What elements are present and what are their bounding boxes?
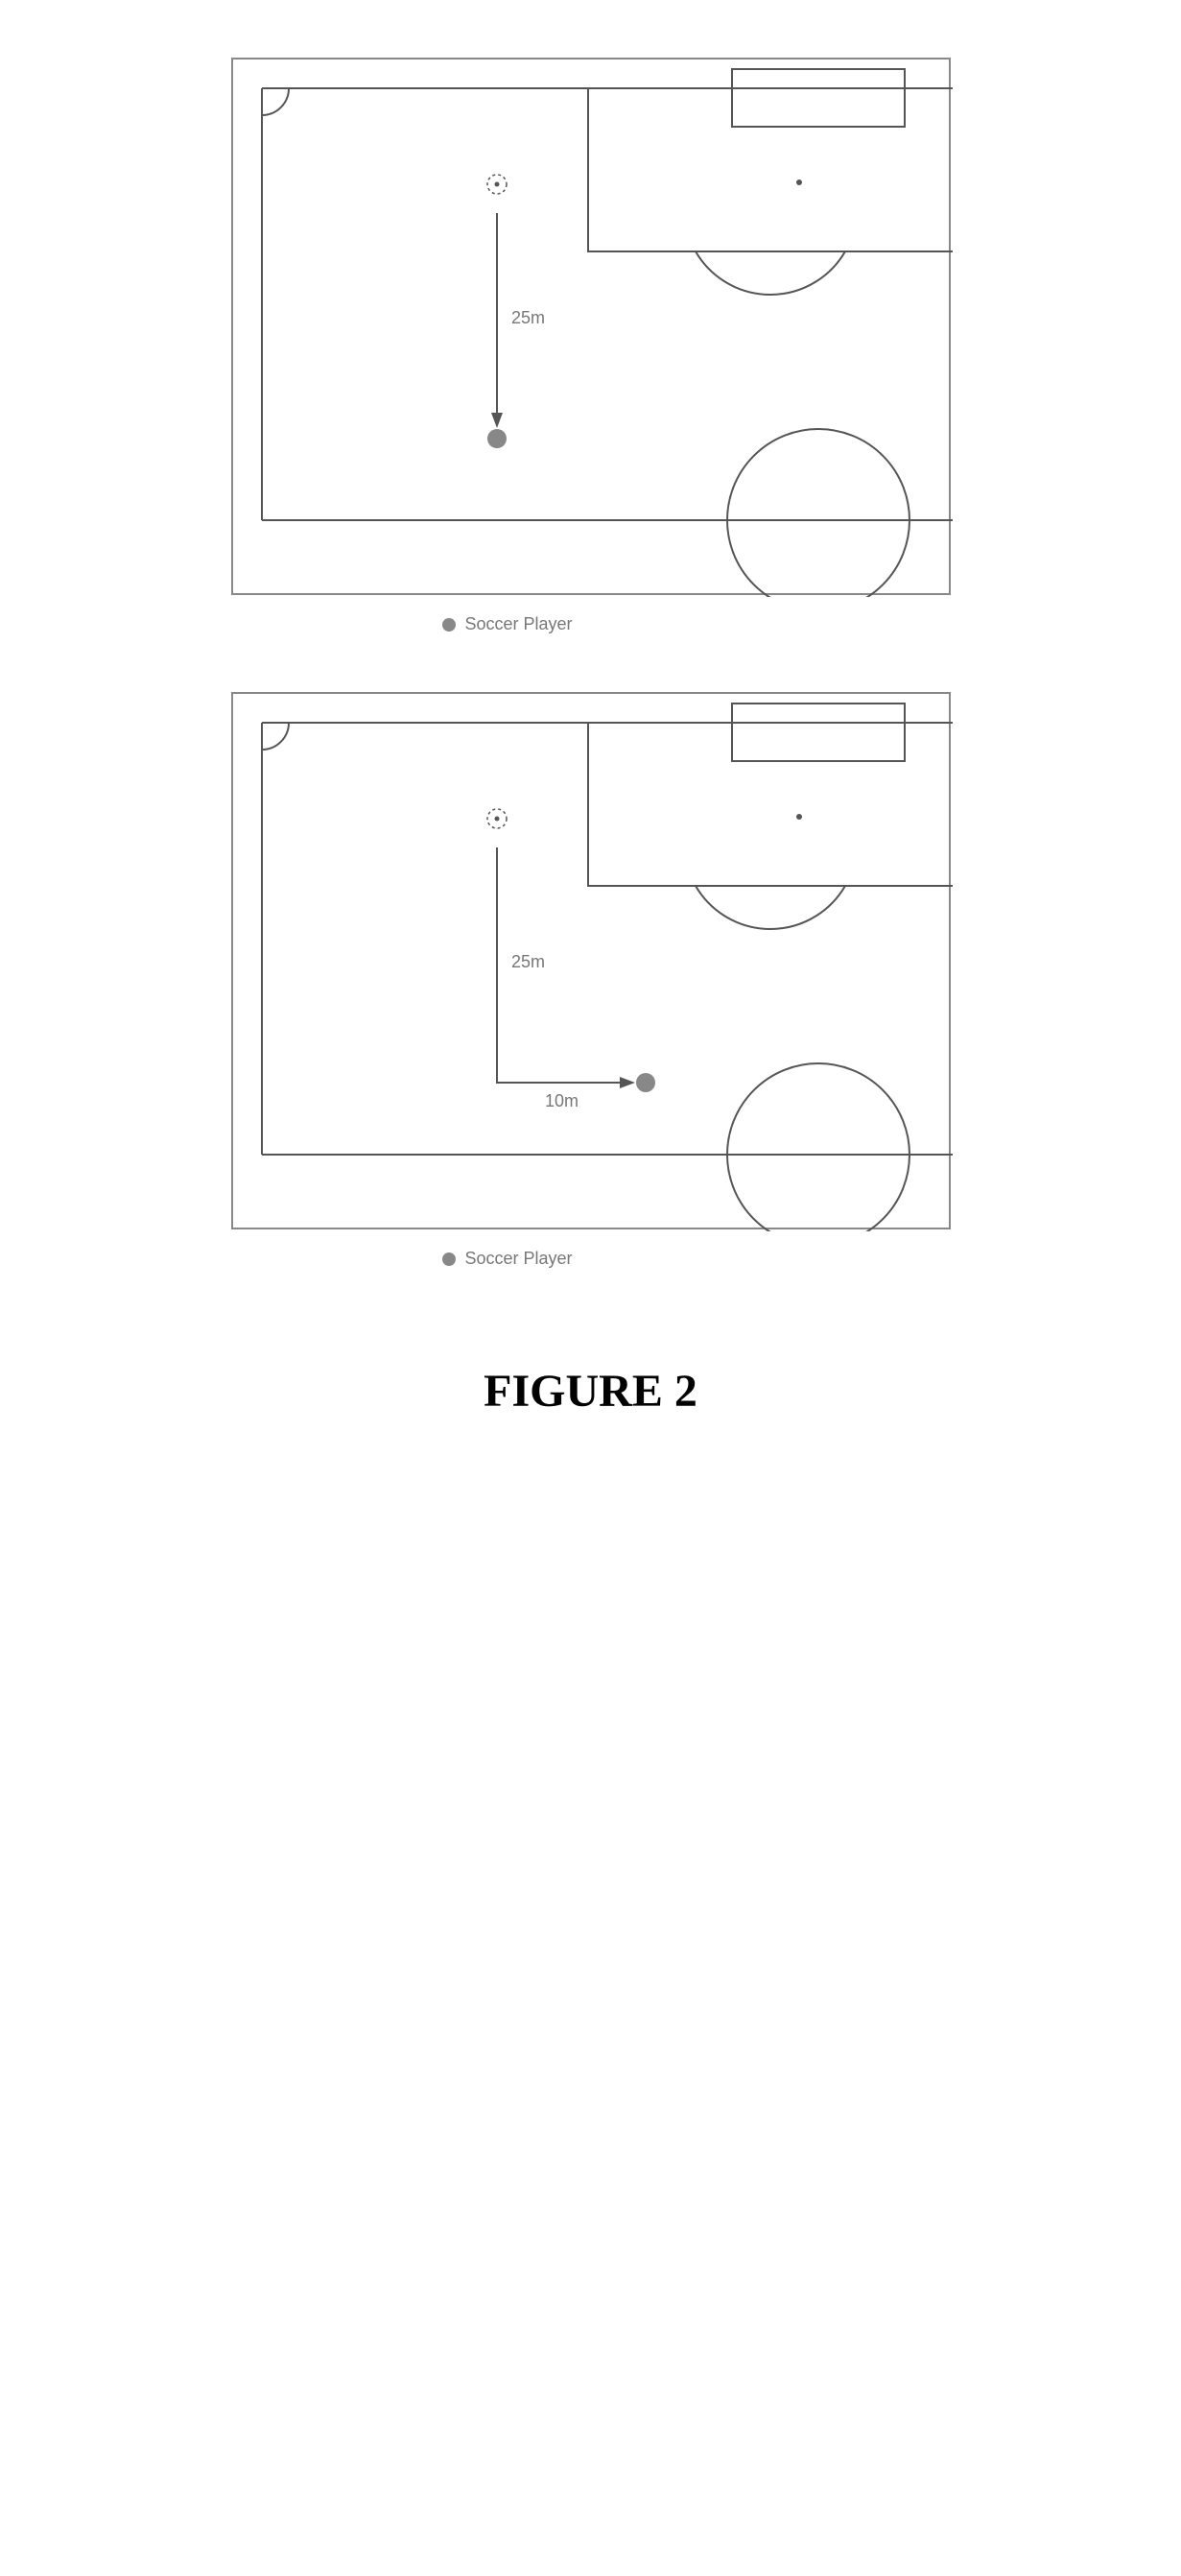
svg-text:25m: 25m: [511, 952, 545, 971]
field-svg-bottom: 25m 10m: [233, 694, 953, 1231]
figure-2-container: 25m Soccer Player 25m 10m Soccer Player F…: [115, 58, 1066, 1418]
field-svg-top: 25m: [233, 60, 953, 597]
legend-label: Soccer Player: [465, 614, 573, 634]
player-icon: [442, 618, 456, 632]
svg-text:10m: 10m: [545, 1091, 579, 1110]
diagram-panel-bottom: 25m 10m: [231, 692, 951, 1229]
svg-text:25m: 25m: [511, 308, 545, 327]
legend-label: Soccer Player: [465, 1249, 573, 1269]
legend-bottom: Soccer Player: [231, 1249, 951, 1269]
figure-caption: FIGURE 2: [484, 1365, 697, 1418]
player-icon: [442, 1252, 456, 1266]
legend-top: Soccer Player: [231, 614, 951, 634]
diagram-panel-top: 25m: [231, 58, 951, 595]
